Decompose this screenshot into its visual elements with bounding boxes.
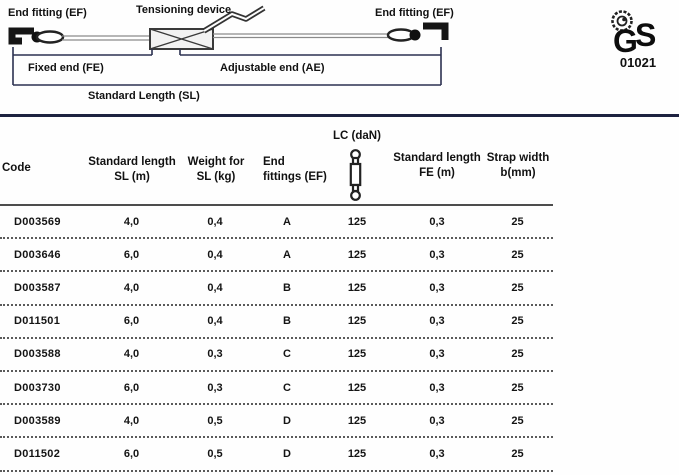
dimension-brackets — [12, 47, 442, 86]
cell-fe: 0,3 — [429, 215, 445, 228]
cell-weight: 0,3 — [207, 381, 223, 394]
cell-width: 25 — [511, 215, 524, 228]
cell-fe: 0,3 — [429, 248, 445, 261]
cell-lc: 125 — [347, 348, 367, 361]
cell-sl: 4,0 — [123, 281, 140, 294]
cell-code: D003569 — [14, 215, 61, 228]
gs-mark-number: 01021 — [619, 55, 657, 70]
label-tensioning-device: Tensioning device — [136, 4, 232, 16]
cell-lc: 125 — [347, 381, 367, 394]
table-row: D003587 4,0 0,4 B 125 0,3 25 — [0, 272, 553, 306]
table-row: D003569 4,0 0,4 A 125 0,3 25 — [0, 206, 553, 240]
left-hook-icon — [8, 27, 34, 45]
table-row: D003588 4,0 0,3 C 125 0,3 25 — [0, 339, 553, 372]
cell-ef: A — [283, 215, 291, 228]
label-end-fitting-left: End fitting (EF) — [8, 7, 87, 19]
cell-width: 25 — [511, 348, 524, 361]
right-hook-icon — [423, 22, 449, 40]
cell-fe: 0,3 — [429, 381, 445, 394]
table-body: D003569 4,0 0,4 A 125 0,3 25 D003646 6,0… — [0, 206, 553, 472]
table-header: Code Standard length SL (m) Weight for S… — [0, 117, 679, 206]
left-eye-icon — [35, 30, 65, 44]
cell-width: 25 — [511, 248, 524, 261]
cell-lc: 125 — [347, 447, 367, 460]
cell-ef: D — [283, 447, 291, 460]
col-header-standard-length-sl: Standard length SL (m) — [88, 156, 176, 183]
cell-weight: 0,5 — [207, 414, 223, 427]
strap-link-icon — [349, 149, 362, 201]
cell-fe: 0,3 — [429, 281, 445, 294]
table-row: D003646 6,0 0,4 A 125 0,3 25 — [0, 239, 553, 273]
cell-sl: 4,0 — [123, 215, 140, 228]
cell-width: 25 — [511, 281, 524, 294]
cell-sl: 6,0 — [123, 315, 140, 328]
cell-width: 25 — [511, 381, 524, 394]
table-row: D003589 4,0 0,5 D 125 0,3 25 — [0, 405, 553, 439]
table-top-border — [0, 114, 679, 117]
cell-ef: A — [283, 248, 291, 261]
cell-fe: 0,3 — [429, 447, 445, 460]
cell-code: D011501 — [14, 315, 61, 328]
col-header-end-fittings: End fittings (EF) — [263, 156, 327, 183]
cell-lc: 125 — [347, 248, 367, 261]
label-fixed-end: Fixed end (FE) — [28, 62, 104, 74]
cell-sl: 4,0 — [123, 348, 140, 361]
table-row: D011501 6,0 0,4 B 125 0,3 25 — [0, 306, 553, 339]
label-end-fitting-right: End fitting (EF) — [375, 7, 454, 19]
cell-width: 25 — [511, 315, 524, 328]
cell-code: D003646 — [14, 248, 61, 261]
cell-fe: 0,3 — [429, 315, 445, 328]
col-header-standard-length-fe: Standard length FE (m) — [393, 152, 481, 179]
cell-ef: B — [283, 281, 291, 294]
cell-weight: 0,4 — [207, 215, 223, 228]
cell-weight: 0,3 — [207, 348, 223, 361]
cell-code: D003588 — [14, 348, 61, 361]
cell-ef: D — [283, 414, 291, 427]
cell-code: D003730 — [14, 381, 61, 394]
cell-code: D011502 — [14, 447, 61, 460]
cell-ef: B — [283, 315, 291, 328]
cell-sl: 6,0 — [123, 381, 140, 394]
cell-weight: 0,4 — [207, 281, 223, 294]
col-header-lc-dan: LC (daN) — [333, 130, 381, 142]
cell-weight: 0,4 — [207, 315, 223, 328]
cell-code: D003587 — [14, 281, 61, 294]
cell-sl: 6,0 — [123, 447, 140, 460]
table-row: D003730 6,0 0,3 C 125 0,3 25 — [0, 372, 553, 406]
cell-lc: 125 — [347, 215, 367, 228]
col-header-strap-width: Strap width b(mm) — [486, 152, 550, 179]
col-header-weight: Weight for SL (kg) — [187, 156, 245, 183]
header-bottom-rule — [0, 204, 553, 206]
table-row: D011502 6,0 0,5 D 125 0,3 25 — [0, 438, 553, 472]
strap-diagram — [8, 5, 449, 86]
cell-fe: 0,3 — [429, 348, 445, 361]
cell-weight: 0,5 — [207, 447, 223, 460]
svg-text:S: S — [635, 17, 656, 53]
cell-sl: 4,0 — [123, 414, 140, 427]
cell-ef: C — [283, 381, 291, 394]
cell-code: D003589 — [14, 414, 61, 427]
cell-lc: 125 — [347, 414, 367, 427]
right-pin-icon — [409, 29, 421, 41]
cell-weight: 0,4 — [207, 248, 223, 261]
gs-certification-icon: G S — [611, 10, 656, 59]
cell-ef: C — [283, 348, 291, 361]
cell-width: 25 — [511, 447, 524, 460]
cell-lc: 125 — [347, 281, 367, 294]
svg-text:G: G — [613, 23, 638, 59]
cell-fe: 0,3 — [429, 414, 445, 427]
label-standard-length: Standard Length (SL) — [88, 90, 200, 102]
cell-width: 25 — [511, 414, 524, 427]
cell-sl: 6,0 — [123, 248, 140, 261]
label-adjustable-end: Adjustable end (AE) — [220, 62, 325, 74]
cell-lc: 125 — [347, 315, 367, 328]
col-header-code: Code — [2, 162, 31, 174]
